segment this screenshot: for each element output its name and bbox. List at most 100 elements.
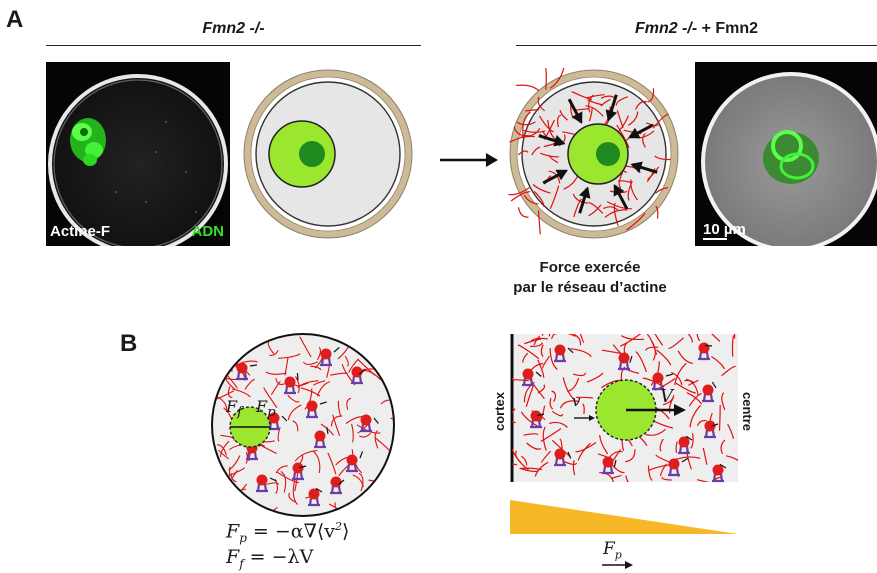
actin-filament xyxy=(522,111,531,138)
actin-filament xyxy=(563,460,578,466)
actin-filament xyxy=(280,470,287,493)
propulsion-force-label: Fp xyxy=(256,397,276,420)
dna-channel-label: ADN xyxy=(191,223,225,240)
vesicle-with-motor xyxy=(306,400,327,419)
cortex-label: cortex xyxy=(492,392,507,432)
actin-filament xyxy=(710,355,726,370)
actin-filament xyxy=(534,461,549,477)
actin-filament xyxy=(572,193,589,204)
vesicle-with-motor xyxy=(668,457,689,477)
actin-filament xyxy=(547,119,557,141)
actin-filament xyxy=(537,359,545,378)
actin-filament xyxy=(542,355,550,369)
actin-filament xyxy=(655,187,669,194)
actin-filament xyxy=(213,484,217,506)
actin-filament xyxy=(514,379,529,382)
actin-filament xyxy=(687,379,699,386)
oocyte-model-circle xyxy=(211,333,395,517)
actin-filament xyxy=(292,479,298,506)
micrograph-fmn2-knockout: Actine-F ADN xyxy=(46,62,230,246)
actin-filament xyxy=(559,400,580,409)
actin-filament xyxy=(516,84,540,92)
actin-filament xyxy=(675,441,678,454)
actin-filament xyxy=(689,404,702,428)
actin-filament xyxy=(585,94,605,99)
actin-filament xyxy=(389,366,393,375)
actin-filament xyxy=(372,335,380,357)
left-title-rule xyxy=(46,45,421,46)
velocity-small-label: v xyxy=(572,392,581,410)
actin-filament xyxy=(352,500,374,513)
actin-filament xyxy=(674,362,687,386)
eq2-rhs: = −λV xyxy=(243,546,314,568)
actin-filament xyxy=(297,380,319,389)
vesicle-with-motor xyxy=(292,462,307,481)
oocyte-schematic-without-actin xyxy=(243,69,413,239)
actin-filament xyxy=(526,442,542,450)
dna-signal xyxy=(70,118,106,166)
vesicle-with-motor xyxy=(314,427,329,449)
actin-filament xyxy=(302,361,318,366)
actin-filament xyxy=(523,433,539,436)
actin-filament xyxy=(650,340,656,361)
vesicle-with-motor xyxy=(678,435,693,455)
caption-line-1: Force exercée xyxy=(539,259,641,276)
actin-filament xyxy=(376,478,393,487)
actin-filament xyxy=(349,506,366,515)
actin-filament xyxy=(645,428,666,436)
actin-filament xyxy=(346,397,352,410)
actin-filament xyxy=(537,210,541,235)
actin-filament xyxy=(513,126,529,137)
actin-filament xyxy=(727,423,735,439)
vesicle-with-motor xyxy=(284,372,299,395)
vesicle-with-motor xyxy=(712,463,727,483)
actin-filament xyxy=(702,447,708,465)
actin-filament xyxy=(696,334,701,342)
actin-filament xyxy=(287,404,302,421)
transition-arrow xyxy=(440,153,498,167)
panel-b-label: B xyxy=(120,330,138,357)
right-title-rule xyxy=(516,45,877,46)
actin-filament xyxy=(388,339,393,350)
actin-filament xyxy=(630,179,638,201)
actin-channel-label: Actine-F xyxy=(50,223,110,240)
actin-filament xyxy=(572,372,586,377)
actin-filament xyxy=(586,372,604,383)
actin-filament xyxy=(512,408,516,414)
force-arrow-head xyxy=(571,111,583,124)
actin-filament xyxy=(512,377,515,382)
actin-filament xyxy=(332,414,341,436)
vesicle-with-motor xyxy=(320,347,340,367)
actin-filament xyxy=(551,439,571,458)
actin-filament xyxy=(588,204,602,217)
micrograph-fmn2-rescue: 10 µm xyxy=(695,62,877,246)
actin-filament xyxy=(259,335,271,339)
actin-filament xyxy=(522,129,546,133)
actin-filament xyxy=(549,421,568,428)
micrograph-fmn2-rescue-image xyxy=(701,72,877,246)
actin-filament xyxy=(537,96,546,112)
actin-filament xyxy=(288,492,296,503)
vesicle-with-motor xyxy=(256,474,277,493)
actin-filament xyxy=(668,397,675,414)
actin-filament xyxy=(266,482,280,485)
actin-filament xyxy=(570,348,592,358)
actin-filament xyxy=(572,460,576,476)
velocity-large-label: V xyxy=(660,386,673,407)
vesicle-with-motor xyxy=(704,420,719,439)
actin-filament xyxy=(225,354,232,365)
actin-filament xyxy=(549,398,554,410)
actin-filament xyxy=(654,334,664,346)
force-arrow-head xyxy=(553,134,566,147)
eq1-lhs: F xyxy=(226,520,240,543)
actin-filament xyxy=(300,387,321,397)
right-title-plain: + Fmn2 xyxy=(697,20,759,37)
actin-filament xyxy=(229,492,234,508)
actin-filament xyxy=(533,335,541,346)
actin-filament xyxy=(655,205,659,219)
actin-filament xyxy=(548,334,551,337)
actin-filament xyxy=(573,334,582,346)
actin-filament xyxy=(675,456,701,461)
actin-filament xyxy=(525,385,534,407)
actin-filament xyxy=(721,392,726,411)
